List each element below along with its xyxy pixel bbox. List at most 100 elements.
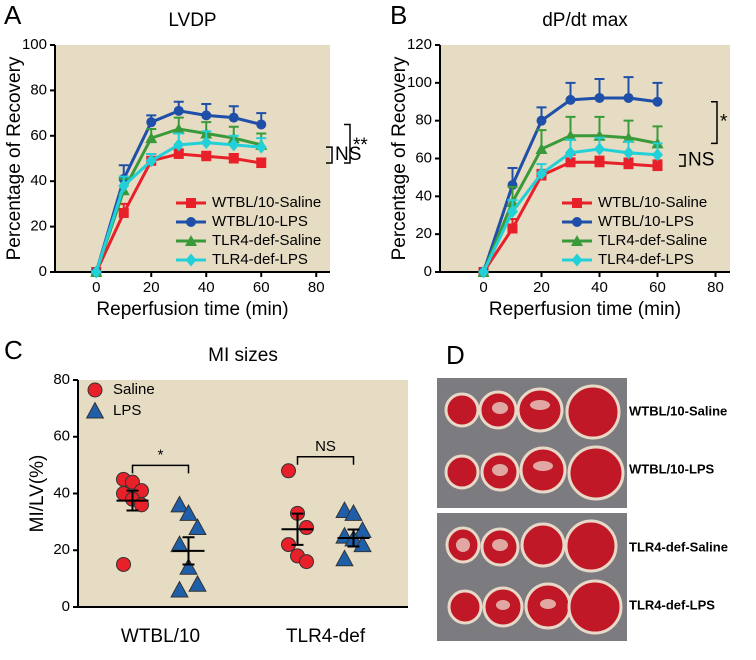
y-tick-label: 20	[53, 541, 70, 558]
x-tick-label: 0	[92, 279, 100, 296]
significance-bracket	[131, 464, 190, 474]
sem-bar	[126, 489, 139, 512]
annotation: NS	[688, 149, 714, 170]
sem-bar	[291, 512, 304, 546]
legend-marker	[572, 217, 582, 227]
sem-bar	[347, 528, 360, 548]
y-axis-label: MI/LV(%)	[27, 455, 48, 533]
y-tick-label: 0	[39, 263, 47, 280]
legend-label: WTBL/10-LPS	[212, 213, 308, 230]
x-tick-label: 20	[143, 279, 160, 296]
marker	[172, 122, 185, 134]
marker	[535, 143, 548, 155]
marker	[188, 574, 207, 592]
y-tick-label: 40	[53, 484, 70, 501]
significance-bracket	[326, 146, 333, 164]
legend-marker	[87, 382, 103, 398]
y-tick-label: 100	[407, 74, 432, 91]
image-label: TLR4-def-Saline	[629, 539, 728, 554]
marker	[118, 207, 129, 218]
marker	[565, 94, 576, 105]
significance-bracket	[296, 456, 355, 465]
y-tick-label: 80	[415, 112, 432, 129]
marker	[299, 554, 314, 570]
marker	[564, 129, 577, 141]
marker	[256, 158, 267, 169]
y-axis-label: Percentage of Recovery	[389, 56, 410, 260]
marker	[594, 157, 605, 168]
legend-label: TLR4-def-LPS	[598, 251, 694, 268]
marker	[170, 495, 189, 513]
marker	[256, 119, 267, 130]
legend-marker	[85, 401, 105, 419]
panel-label: C	[4, 335, 23, 365]
y-axis-label: Percentage of Recovery	[4, 56, 25, 260]
x-axis-label: Reperfusion time (min)	[489, 299, 681, 320]
y-tick-label: 60	[415, 149, 432, 166]
legend-label: WTBL/10-Saline	[212, 194, 321, 211]
y-tick-label: 80	[53, 371, 70, 388]
marker	[170, 580, 189, 598]
marker	[507, 204, 518, 218]
marker	[200, 136, 212, 150]
marker	[652, 148, 663, 162]
legend-marker	[186, 217, 196, 227]
marker	[507, 223, 518, 234]
y-tick-label: 100	[22, 36, 47, 53]
legend-label: LPS	[113, 402, 141, 419]
marker	[565, 146, 576, 160]
marker	[478, 265, 489, 279]
photo-panel: WTBL/10-Saline WTBL/10-LPS TLR4-def-Sali…	[437, 378, 728, 641]
legend-marker	[185, 235, 197, 246]
marker	[145, 154, 157, 168]
panel-label: A	[4, 0, 22, 30]
x-tick-label: 40	[591, 279, 608, 296]
image-label: WTBL/10-LPS	[629, 461, 715, 476]
marker	[228, 112, 239, 123]
legend-label: TLR4-def-Saline	[212, 232, 321, 249]
y-tick-label: 40	[30, 172, 47, 189]
y-tick-label: 40	[415, 187, 432, 204]
legend-label: WTBL/10-LPS	[598, 213, 694, 230]
x-tick-label: 60	[253, 279, 270, 296]
annotation: NS	[335, 144, 361, 165]
image-label: WTBL/10-Saline	[629, 403, 727, 418]
legend-label: TLR4-def-Saline	[598, 232, 707, 249]
marker	[353, 535, 372, 553]
x-tick-label: 80	[707, 279, 724, 296]
legend-marker	[186, 198, 196, 208]
y-tick-label: 20	[30, 218, 47, 235]
marker	[118, 179, 130, 193]
marker	[622, 131, 635, 143]
marker	[201, 151, 212, 162]
x-tick-label: WTBL/10	[121, 626, 200, 647]
marker	[201, 110, 212, 121]
marker	[335, 549, 354, 567]
heart-slices	[444, 384, 625, 635]
y-tick-label: 0	[62, 598, 70, 615]
marker	[536, 115, 547, 126]
marker	[299, 520, 314, 536]
annotation: **	[353, 135, 368, 156]
marker	[173, 148, 184, 159]
legend-label: WTBL/10-Saline	[598, 194, 707, 211]
marker	[145, 132, 158, 144]
legend-marker	[571, 253, 583, 267]
marker	[652, 161, 663, 172]
panel-label: B	[390, 0, 407, 30]
legend-marker	[185, 253, 197, 267]
chart-title: LVDP	[168, 10, 216, 31]
x-tick-label: 40	[198, 279, 215, 296]
marker	[281, 463, 296, 479]
x-tick-label: 80	[308, 279, 325, 296]
marker	[623, 146, 634, 160]
x-tick-label: 60	[649, 279, 666, 296]
sem-bar	[182, 536, 195, 566]
marker	[179, 503, 198, 521]
y-tick-label: 60	[53, 428, 70, 445]
y-tick-label: 80	[30, 81, 47, 98]
marker	[173, 138, 185, 152]
marker	[188, 518, 207, 536]
panel-label: D	[446, 340, 465, 370]
marker	[565, 157, 576, 168]
